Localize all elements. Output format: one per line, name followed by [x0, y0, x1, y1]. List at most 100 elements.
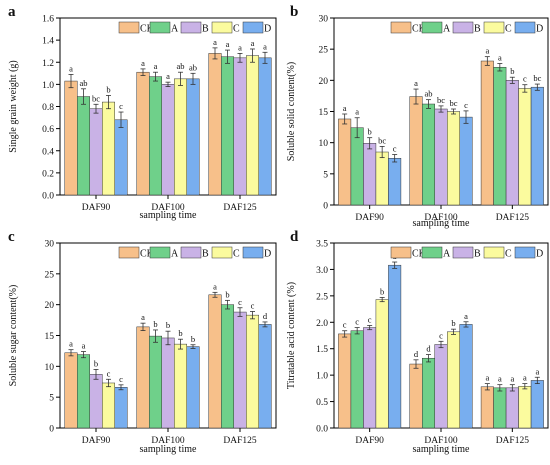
significance-letter: a: [414, 78, 418, 88]
chart-panel-c: c 0 5 10 15 20 25 30 Soluble sugar content(%) DAF…: [8, 229, 277, 455]
bar-c-daf125: [518, 88, 532, 206]
significance-letter: ab: [424, 89, 432, 99]
significance-letter: a: [238, 42, 242, 52]
bar-d-daf90: [388, 264, 402, 429]
y-tick-label: 3.0: [316, 266, 328, 276]
significance-letter: b: [368, 127, 372, 137]
bar-b-daf125: [505, 80, 519, 206]
legend-swatch-c: [483, 21, 505, 34]
bar-a-daf125: [221, 56, 234, 196]
x-tick-label: DAF90: [355, 213, 384, 223]
significance-letter: a: [510, 374, 514, 384]
significance-letter: c: [343, 320, 347, 330]
significance-letter: ab: [176, 61, 184, 71]
significance-letter: b: [191, 334, 195, 344]
legend-label-ck: CK: [140, 24, 155, 35]
x-tick-label: DAF125: [223, 203, 257, 213]
bar-c-daf90: [102, 101, 115, 196]
significance-letter: ab: [189, 62, 197, 72]
legend-label-c: C: [233, 24, 240, 35]
legend-swatch-c: [211, 246, 233, 259]
bar-c-daf125: [518, 385, 532, 429]
bar-d-daf125: [258, 324, 272, 429]
bar-c-daf90: [375, 151, 389, 206]
bar-c-daf90: [375, 299, 389, 429]
significance-letter: b: [166, 320, 170, 330]
significance-letter: a: [82, 341, 86, 351]
bar-a-daf100: [422, 357, 435, 429]
y-tick-label: 1.6: [42, 15, 54, 25]
legend-swatch-c: [211, 21, 233, 34]
significance-letter: c: [238, 297, 242, 307]
y-tick-label: 0.2: [42, 169, 54, 179]
bar-c-daf100: [174, 343, 187, 429]
legend-label-a: A: [171, 24, 179, 35]
bar-c-daf125: [246, 314, 259, 429]
bar-b-daf90: [89, 374, 103, 429]
significance-letter: a: [263, 41, 267, 51]
y-tick-label: 2.5: [316, 292, 328, 302]
legend-label-c: C: [505, 249, 512, 260]
bar-b-daf100: [161, 337, 175, 429]
significance-letter: a: [498, 374, 502, 384]
legend-label-ck: CK: [412, 24, 427, 35]
bar-ck-daf90: [338, 118, 352, 206]
y-tick-label: 30: [319, 15, 329, 25]
significance-letter: a: [69, 339, 73, 349]
legend-swatch-a: [421, 246, 443, 259]
significance-letter: b: [106, 84, 110, 94]
bar-a-daf100: [149, 76, 162, 196]
bar-b-daf100: [161, 84, 175, 196]
legend-swatch-d: [514, 21, 536, 34]
bar-d-daf125: [530, 86, 544, 206]
bar-a-daf100: [149, 335, 162, 429]
panel-letter: a: [8, 4, 16, 20]
y-tick-label: 20: [319, 77, 329, 87]
panel-letter: c: [8, 229, 15, 245]
significance-letter: d: [414, 349, 419, 359]
x-tick-label: DAF125: [496, 436, 530, 446]
bar-c-daf125: [246, 55, 259, 196]
significance-letter: b: [380, 286, 384, 296]
significance-letter: b: [510, 66, 514, 76]
significance-letter: a: [251, 38, 255, 48]
bar-ck-daf100: [409, 96, 423, 206]
x-tick-label: DAF90: [355, 436, 384, 446]
panel-letter: d: [290, 229, 299, 245]
x-axis-label: sampling time: [413, 218, 471, 229]
significance-letter: c: [107, 368, 111, 378]
bar-ck-daf100: [136, 326, 150, 429]
bar-b-daf90: [89, 108, 103, 196]
y-tick-label: 25: [45, 270, 55, 280]
x-axis-label: sampling time: [413, 444, 471, 455]
significance-letter: b: [451, 318, 455, 328]
legend-label-a: A: [443, 249, 451, 260]
chart-panel-a: a 0.0 0.2 0.4 0.6 0.8 1.0 1.2 1.4 1.6 Single grain…: [8, 4, 277, 221]
y-tick-label: 20: [45, 301, 55, 311]
y-tick-label: 0.6: [42, 125, 54, 135]
y-tick-label: 10: [45, 363, 55, 373]
significance-letter: a: [141, 312, 145, 322]
legend-swatch-b: [180, 21, 202, 34]
legend-label-d: D: [264, 249, 271, 260]
legend-swatch-a: [149, 246, 171, 259]
bar-d-daf90: [114, 119, 128, 196]
x-axis-label: sampling time: [140, 444, 198, 455]
bar-a-daf90: [350, 127, 364, 206]
significance-letter: c: [251, 300, 255, 310]
bar-ck-daf125: [208, 294, 222, 429]
legend-swatch-ck: [390, 246, 412, 259]
chart-panel-d: d 0.0 0.5 1.0 1.5 2.0 2.5 3.0 3.5 Titratable acid…: [286, 229, 549, 455]
significance-letter: bc: [533, 73, 541, 83]
bar-b-daf100: [434, 108, 448, 206]
significance-letter: a: [154, 61, 158, 71]
significance-letter: a: [166, 71, 170, 81]
x-tick-label: DAF125: [223, 436, 257, 446]
y-tick-label: 15: [45, 332, 55, 342]
legend-label-ck: CK: [140, 249, 155, 260]
legend-swatch-d: [242, 21, 264, 34]
significance-letter: a: [535, 366, 539, 376]
y-tick-label: 1.2: [42, 59, 54, 69]
bar-c-daf100: [174, 78, 187, 196]
